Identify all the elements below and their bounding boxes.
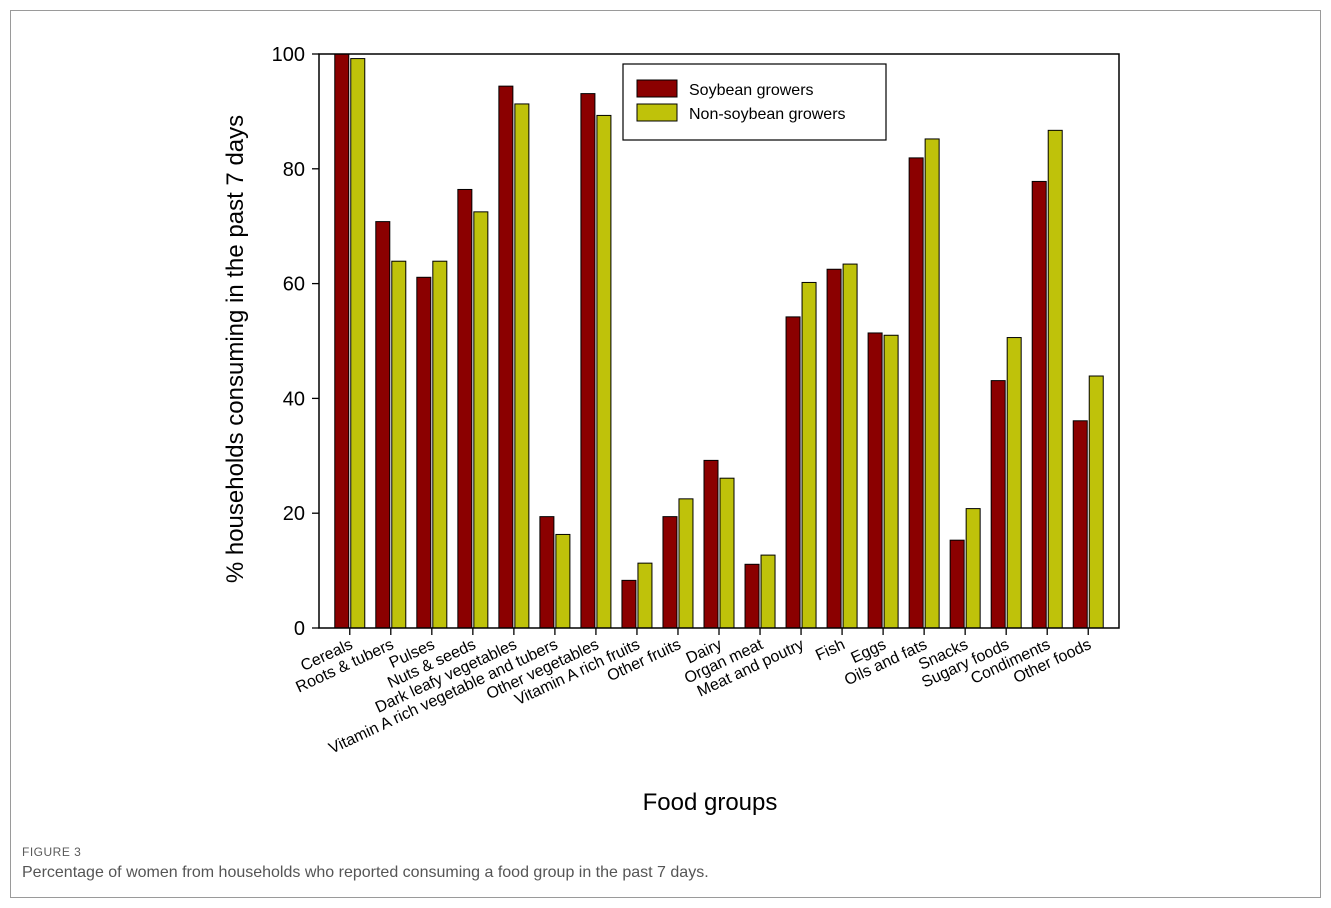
bar-non-soybean-growers-vitamin-a-rich-vegetable-and-tubers <box>555 533 571 629</box>
y-axis: 0 20 40 60 80 100 <box>272 44 319 640</box>
bar-non-soybean-growers-organ-meat <box>760 554 776 629</box>
bar-non-soybean-growers-snacks <box>965 508 981 629</box>
y-tick-label: 60 <box>283 274 305 296</box>
bar-non-soybean-growers-fish <box>842 263 858 629</box>
legend-box <box>622 63 887 141</box>
bar-non-soybean-growers-condiments <box>1047 129 1063 629</box>
bar-soybean-growers-nuts-and-seeds <box>457 188 473 629</box>
bar-non-soybean-growers-oils-and-fats <box>924 138 940 629</box>
bar-non-soybean-growers-cereals <box>350 58 366 629</box>
legend-label-soybean-growers: Soybean growers <box>689 82 814 99</box>
bar-soybean-growers-sugary-foods <box>990 380 1006 629</box>
y-tick-label: 40 <box>283 388 305 410</box>
bar-non-soybean-growers-other-foods <box>1088 375 1104 629</box>
bar-non-soybean-growers-other-fruits <box>678 498 694 629</box>
y-tick-label: 20 <box>283 503 305 525</box>
bar-soybean-growers-pulses <box>416 276 432 629</box>
figure-number: FIGURE 3 <box>22 845 82 859</box>
bars-layer <box>334 53 1104 629</box>
bar-non-soybean-growers-vitamin-a-rich-fruits <box>637 562 653 629</box>
x-axis-label: Food groups <box>643 789 778 816</box>
bar-non-soybean-growers-dark-leafy-vegetables <box>514 103 530 629</box>
y-tick-label: 0 <box>294 618 305 640</box>
figure-caption: Percentage of women from households who … <box>22 864 709 881</box>
bar-soybean-growers-other-vegetables <box>580 93 596 629</box>
bar-non-soybean-growers-sugary-foods <box>1006 337 1022 629</box>
bar-soybean-growers-condiments <box>1031 180 1047 629</box>
bar-soybean-growers-vitamin-a-rich-fruits <box>621 579 637 629</box>
bar-soybean-growers-meat-and-poutry <box>785 316 801 629</box>
bar-soybean-growers-snacks <box>949 539 965 629</box>
bar-soybean-growers-oils-and-fats <box>908 157 924 629</box>
bar-soybean-growers-dairy <box>703 459 719 629</box>
bar-soybean-growers-cereals <box>334 53 350 629</box>
y-tick-label: 80 <box>283 159 305 181</box>
bar-non-soybean-growers-nuts-and-seeds <box>473 211 489 629</box>
bar-non-soybean-growers-dairy <box>719 477 735 629</box>
bar-non-soybean-growers-meat-and-poutry <box>801 281 817 629</box>
bar-non-soybean-growers-roots-and-tubers <box>391 260 407 629</box>
bar-non-soybean-growers-eggs <box>883 334 899 629</box>
x-tick-label-fish: Fish <box>813 636 848 664</box>
bar-soybean-growers-other-fruits <box>662 516 678 629</box>
bar-soybean-growers-eggs <box>867 332 883 629</box>
y-axis-label: % households consuming in the past 7 day… <box>222 115 249 583</box>
bar-non-soybean-growers-other-vegetables <box>596 114 612 629</box>
legend-label-non-soybean-growers: Non-soybean growers <box>689 106 846 123</box>
legend: Soybean growers Non-soybean growers <box>622 63 887 141</box>
y-tick-label: 100 <box>272 44 305 66</box>
bar-soybean-growers-vitamin-a-rich-vegetable-and-tubers <box>539 516 555 629</box>
bar-soybean-growers-organ-meat <box>744 563 760 629</box>
bar-soybean-growers-other-foods <box>1072 420 1088 629</box>
bar-non-soybean-growers-pulses <box>432 260 448 629</box>
bar-soybean-growers-roots-and-tubers <box>375 221 391 629</box>
legend-swatch-non-soybean-growers <box>636 103 678 122</box>
legend-swatch-soybean-growers <box>636 79 678 98</box>
bar-soybean-growers-fish <box>826 268 842 629</box>
bar-soybean-growers-dark-leafy-vegetables <box>498 85 514 629</box>
